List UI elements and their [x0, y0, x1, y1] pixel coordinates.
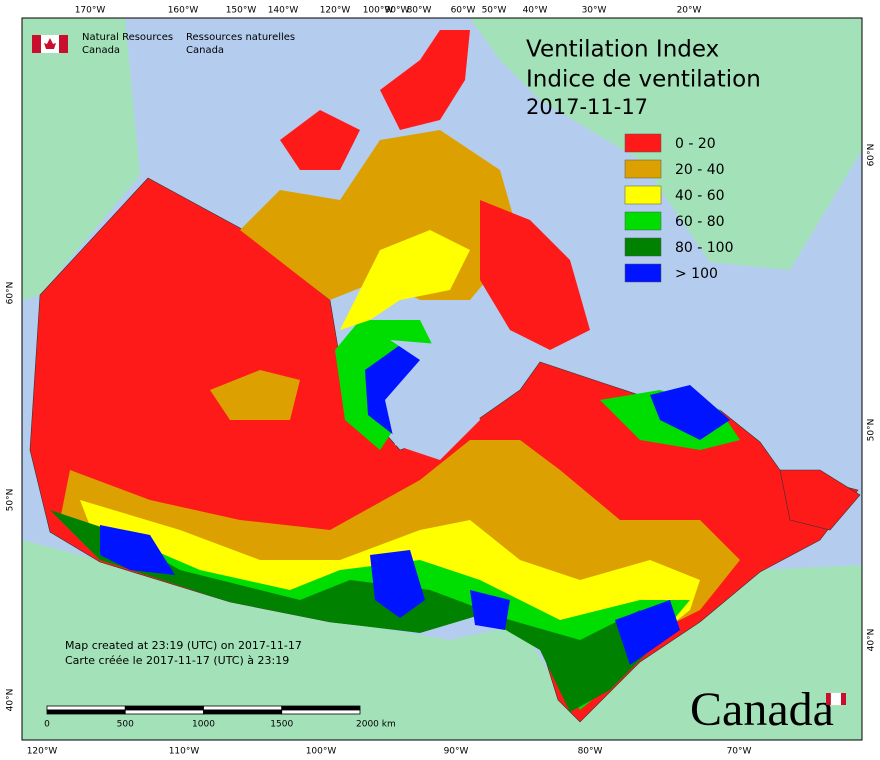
hudson-bay: [385, 340, 480, 460]
footer-note: Carte créée le 2017-11-17 (UTC) à 23:19: [65, 654, 289, 667]
graticule-label: 100°W: [363, 6, 394, 16]
org-fr: Canada: [186, 45, 224, 56]
wordmark: Canada: [690, 683, 846, 736]
org-fr: Ressources naturelles: [186, 32, 295, 43]
graticule-label: 150°W: [226, 6, 257, 16]
legend-swatch: [624, 159, 662, 179]
legend-label: 20 - 40: [675, 162, 725, 178]
band-dark-green: [50, 510, 660, 712]
graticule-label: 60°N: [6, 282, 16, 305]
nrcan-logo: Natural Resources Canada Ressources natu…: [32, 32, 295, 56]
legend-label: 80 - 100: [675, 240, 734, 256]
flag-bar: [32, 35, 41, 53]
scale-segment: [281, 705, 361, 711]
labrador-blue: [650, 385, 730, 440]
title: Ventilation Index: [526, 37, 719, 63]
map-frame: [21, 17, 863, 741]
org-en: Canada: [82, 45, 120, 56]
graticule-label: 160°W: [168, 6, 199, 16]
legend-swatch: [624, 133, 662, 153]
flag-leaf: [44, 38, 56, 49]
band-blue-mid: [370, 550, 425, 618]
arctic-red-1: [380, 30, 470, 130]
graticule-label: 50°W: [482, 6, 507, 16]
scale-segment: [124, 705, 204, 711]
scale-segment: [203, 709, 283, 715]
alaska: [22, 18, 140, 300]
legend-swatch: [624, 185, 662, 205]
legend-swatch: [624, 211, 662, 231]
graticule-label: 50°N: [6, 489, 16, 512]
legend-label: > 100: [675, 266, 718, 282]
scale-segment: [281, 709, 361, 715]
flag-bar: [59, 35, 68, 53]
band-blue-east: [470, 590, 510, 630]
wordmark-text: Canada: [690, 683, 834, 736]
scale-label: 2000 km: [356, 720, 396, 730]
arctic-yellow: [340, 230, 470, 330]
legend-label: 0 - 20: [675, 136, 716, 152]
footer-note: Map created at 23:19 (UTC) on 2017-11-17: [65, 639, 302, 652]
legend-label: 40 - 60: [675, 188, 725, 204]
scale-segment: [203, 705, 283, 711]
flag-bar: [841, 693, 846, 705]
map-date: 2017-11-17: [526, 95, 648, 119]
graticule-label: 80°W: [407, 6, 432, 16]
scale-label: 1500: [270, 720, 293, 730]
graticule-label: 140°W: [268, 6, 299, 16]
scale-bar: 0 500 1000 1500 2000 km: [44, 705, 396, 730]
graticule-label: 50°N: [867, 419, 877, 442]
legend-label: 60 - 80: [675, 214, 725, 230]
band-blue-que: [615, 600, 680, 665]
scale-label: 0: [44, 720, 50, 730]
scale-label: 1000: [192, 720, 215, 730]
greenland: [470, 18, 862, 270]
graticule-label: 80°W: [578, 747, 603, 757]
newfoundland: [779, 469, 861, 531]
graticule-label: 40°W: [523, 6, 548, 16]
graticule-label: 30°W: [582, 6, 607, 16]
graticule-label: 110°W: [169, 747, 200, 757]
graticule-label: 70°W: [727, 747, 752, 757]
arctic-red-2: [280, 110, 360, 170]
legend-swatch: [624, 237, 662, 257]
graticule-label: 90°W: [444, 747, 469, 757]
title: Indice de ventilation: [526, 67, 761, 93]
usa: [22, 540, 862, 740]
scale-label: 500: [117, 720, 134, 730]
scale-segment: [46, 705, 126, 711]
graticule-label: 40°N: [867, 629, 877, 652]
flag-bar: [826, 693, 831, 705]
baffin-red: [480, 200, 590, 350]
graticule-label: 100°W: [306, 747, 337, 757]
graticule-label: 120°W: [27, 747, 58, 757]
graticule-label: 40°N: [6, 689, 16, 712]
legend-swatch: [624, 263, 662, 283]
graticule-label: 90°W: [385, 6, 410, 16]
band-blue-west: [100, 525, 175, 575]
graticule-label: 20°W: [677, 6, 702, 16]
graticule-label: 170°W: [75, 6, 106, 16]
map: [22, 18, 862, 740]
north-west-orange: [210, 370, 300, 420]
flag-center: [830, 692, 842, 706]
graticule-label: 60°W: [451, 6, 476, 16]
graticule-label: 60°N: [867, 144, 877, 167]
scale-segment: [46, 709, 126, 715]
org-en: Natural Resources: [82, 32, 173, 43]
graticule-label: 120°W: [320, 6, 351, 16]
scale-segment: [124, 709, 204, 715]
